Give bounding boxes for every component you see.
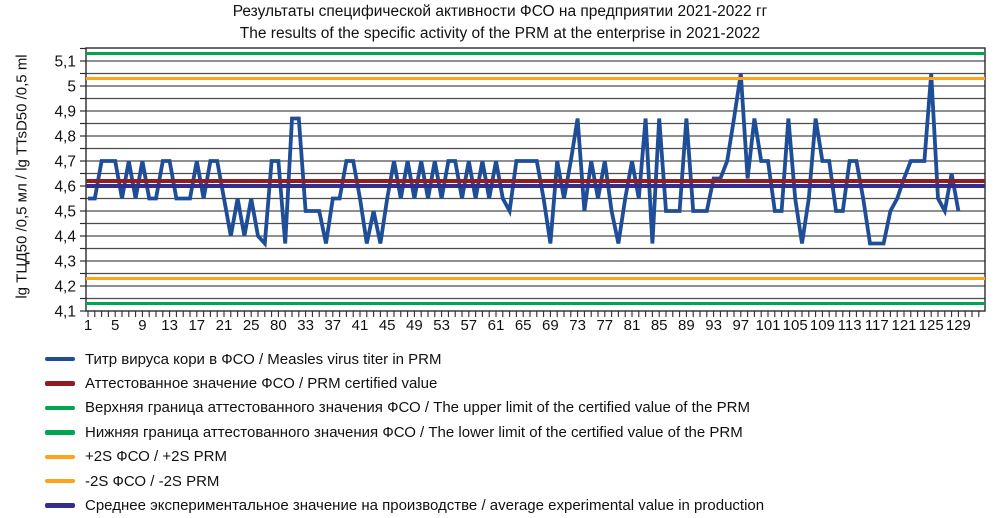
legend-swatch — [45, 381, 75, 386]
x-tick-label: 89 — [678, 317, 695, 334]
legend-swatch — [45, 356, 75, 362]
legend-item: Среднее экспериментальное значение на пр… — [45, 493, 995, 517]
x-tick-label: 45 — [379, 317, 396, 334]
x-tick-label: 97 — [732, 317, 749, 334]
legend-item: Аттестованное значение ФСО / PRM certifi… — [45, 371, 995, 395]
chart-title-en: The results of the specific activity of … — [239, 25, 761, 42]
x-tick-label: 105 — [783, 317, 808, 334]
reference-lines — [86, 52, 985, 305]
x-tick-label: 1 — [84, 317, 92, 334]
legend-label: -2S ФСО / -2S PRM — [85, 472, 220, 490]
y-tick-label: 4,7 — [54, 154, 76, 171]
legend-label: Аттестованное значение ФСО / PRM certifi… — [85, 375, 438, 393]
y-axis-tick-labels: 5,1 5 4,9 4,8 4,7 4,6 4,5 4,4 4,3 4,2 4,1 — [54, 54, 76, 321]
x-tick-label: 77 — [596, 317, 613, 334]
legend-swatch — [45, 454, 75, 459]
x-axis-tick-labels: 1 5 9 13 17 21 25 80 33 37 41 45 49 53 57 61 65 69 73 77 81 8… — [84, 317, 971, 334]
legend-item: Верхняя граница аттестованного значения … — [45, 396, 995, 420]
y-axis-ticks — [80, 47, 86, 312]
x-tick-label: 53 — [433, 317, 450, 334]
y-tick-label: 4,8 — [54, 129, 76, 146]
legend-label: Среднее экспериментальное значение на пр… — [85, 497, 765, 515]
legend-swatch — [45, 503, 75, 508]
y-tick-label: 4,6 — [54, 179, 76, 196]
x-tick-label: 49 — [406, 317, 423, 334]
x-tick-label: 41 — [352, 317, 369, 334]
legend-item: +2S ФСО / +2S PRM — [45, 445, 995, 469]
y-tick-label: 4,2 — [54, 279, 76, 296]
x-tick-label: 25 — [243, 317, 260, 334]
x-tick-label: 17 — [188, 317, 205, 334]
x-tick-label: 113 — [838, 317, 862, 334]
chart-title-ru: Результаты специфической активности ФСО … — [232, 3, 768, 20]
y-tick-label: 5,1 — [54, 54, 76, 71]
x-tick-label: 9 — [138, 317, 146, 334]
x-tick-label: 101 — [755, 317, 780, 334]
legend-label: Верхняя граница аттестованного значения … — [85, 399, 750, 417]
x-tick-label: 80 — [270, 317, 287, 334]
legend-item: Титр вируса кори в ФСО / Measles virus t… — [45, 347, 995, 371]
x-tick-label: 121 — [891, 317, 916, 334]
legend-item: -2S ФСО / -2S PRM — [45, 469, 995, 493]
x-tick-label: 93 — [705, 317, 722, 334]
y-tick-label: 4,1 — [54, 304, 76, 321]
x-tick-label: 65 — [515, 317, 532, 334]
x-tick-label: 13 — [161, 317, 178, 334]
legend-label: +2S ФСО / +2S PRM — [85, 448, 227, 466]
legend-swatch — [45, 405, 75, 411]
legend-label: Нижняя граница аттестованного значения Ф… — [85, 423, 743, 441]
legend-label: Титр вируса кори в ФСО / Measles virus t… — [85, 350, 442, 368]
y-tick-label: 5 — [67, 79, 76, 96]
legend-swatch — [45, 430, 75, 435]
legend-item: Нижняя граница аттестованного значения Ф… — [45, 420, 995, 444]
chart-svg: 5,1 5 4,9 4,8 4,7 4,6 4,5 4,4 4,3 4,2 4,1 1 5 9 13 17 21… — [54, 47, 986, 334]
x-axis-ticks — [87, 311, 980, 317]
x-tick-label: 21 — [216, 317, 233, 334]
y-tick-label: 4,5 — [54, 204, 76, 221]
y-tick-label: 4,9 — [54, 104, 76, 121]
x-tick-label: 69 — [542, 317, 559, 334]
x-tick-label: 129 — [946, 317, 971, 334]
x-tick-label: 37 — [324, 317, 341, 334]
chart-legend: Титр вируса кори в ФСО / Measles virus t… — [45, 347, 995, 518]
x-tick-label: 85 — [651, 317, 668, 334]
y-tick-label: 4,4 — [54, 229, 76, 246]
x-tick-label: 5 — [111, 317, 119, 334]
x-tick-label: 109 — [810, 317, 835, 334]
x-tick-label: 73 — [569, 317, 586, 334]
series-line-measles-titer — [88, 73, 961, 249]
x-tick-label: 125 — [919, 317, 944, 334]
x-tick-label: 57 — [460, 317, 477, 334]
y-tick-label: 4,3 — [54, 254, 76, 271]
x-tick-label: 61 — [488, 317, 505, 334]
x-tick-label: 33 — [297, 317, 314, 334]
x-tick-label: 117 — [865, 317, 889, 334]
legend-swatch — [45, 478, 75, 484]
x-tick-label: 81 — [624, 317, 641, 334]
